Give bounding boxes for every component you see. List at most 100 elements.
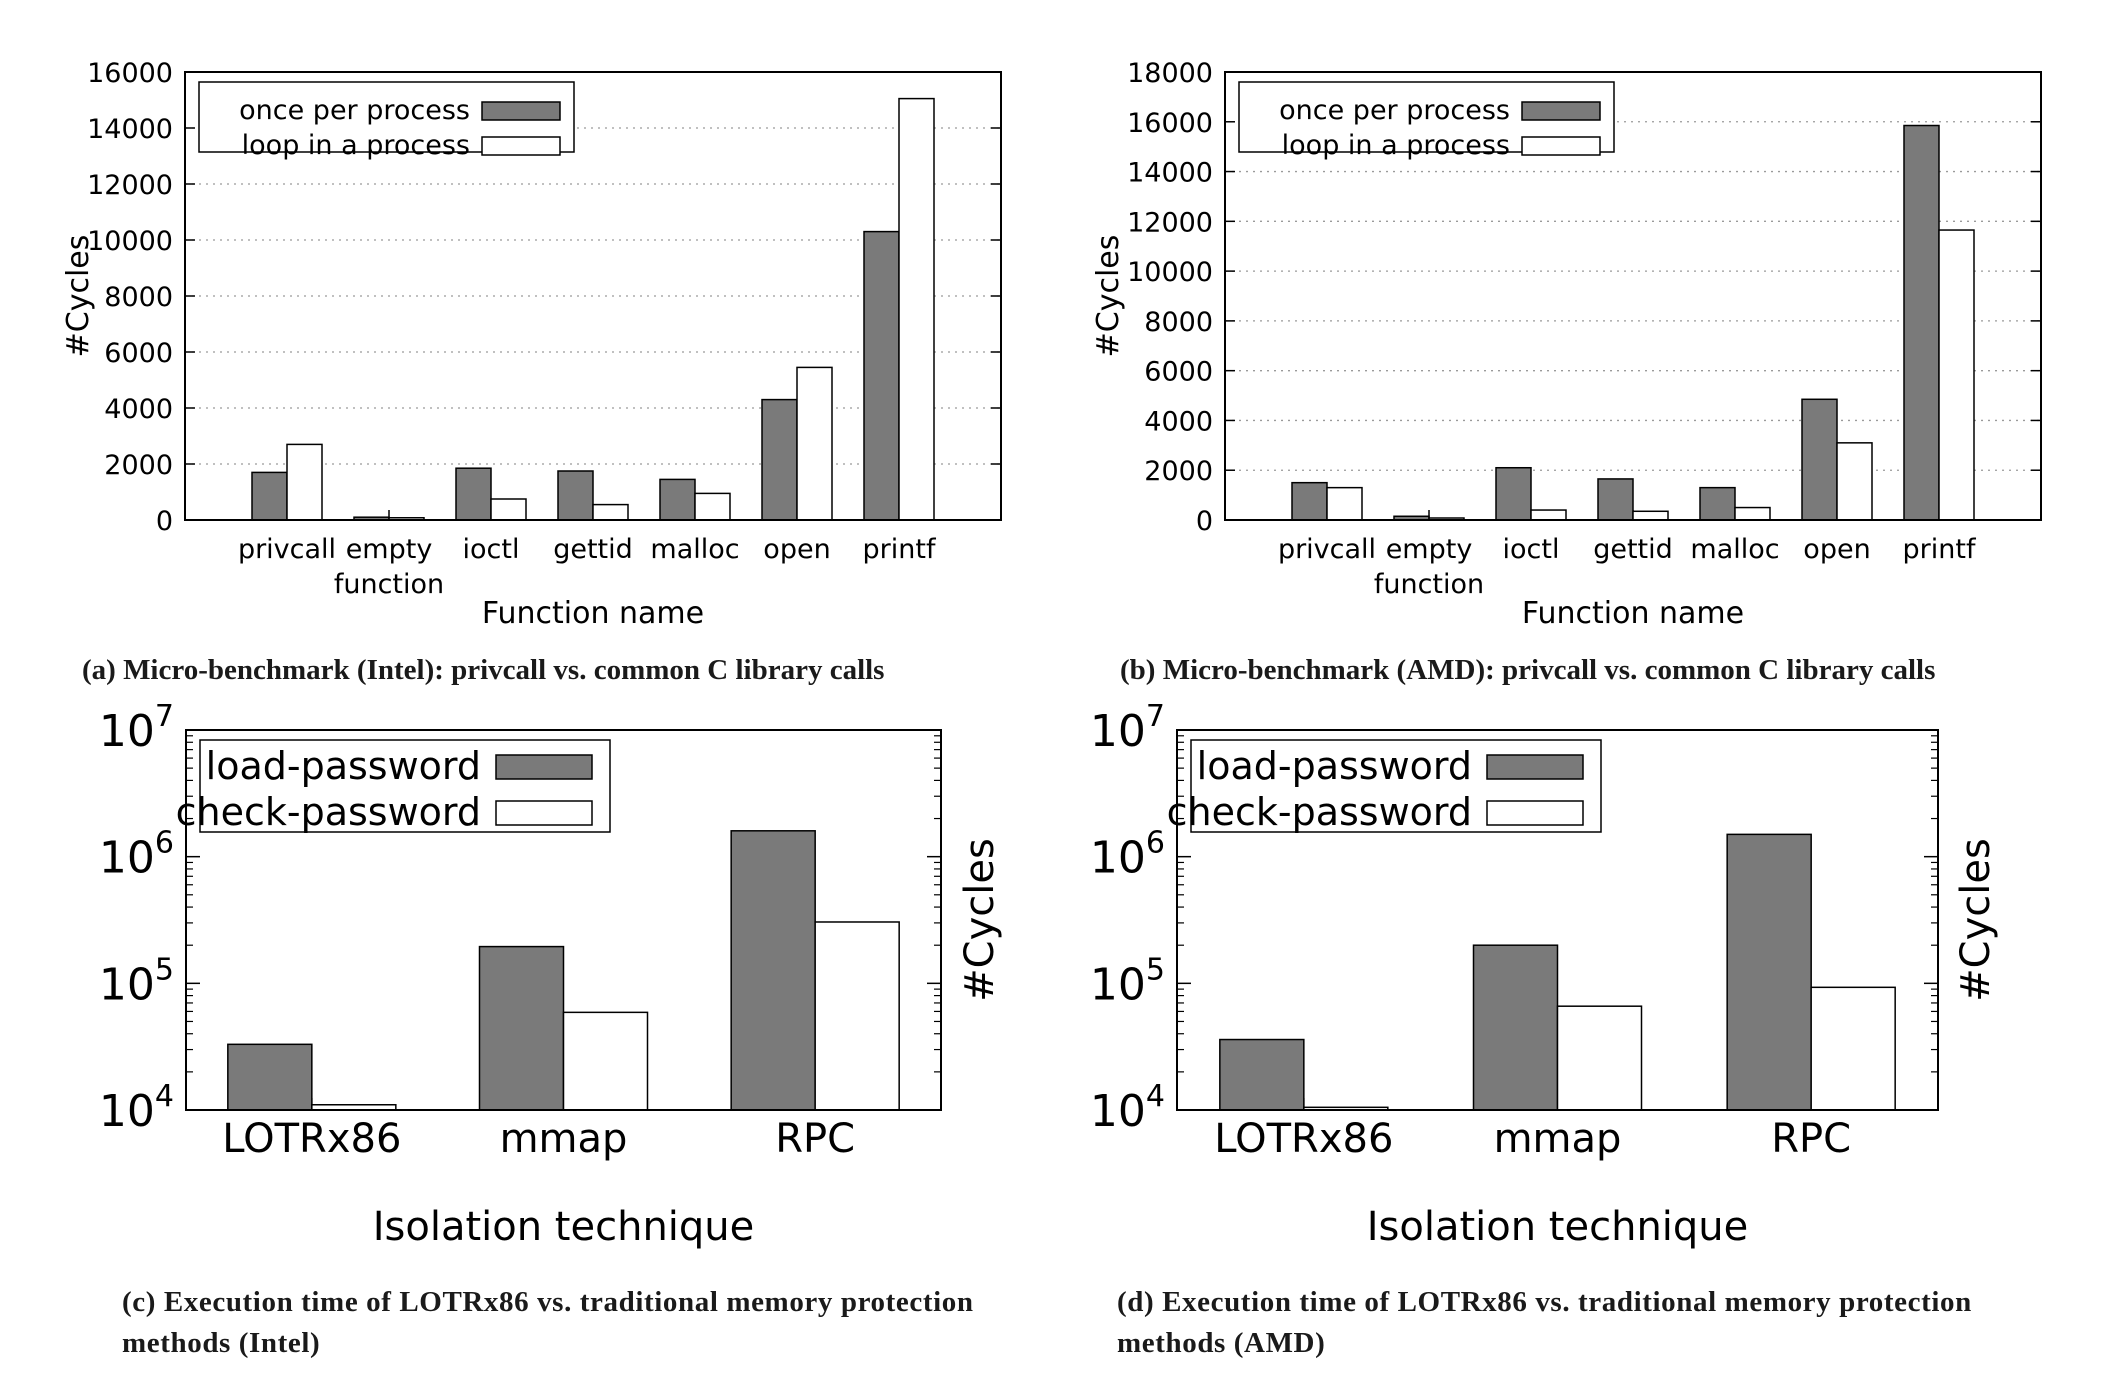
y-tick-label: 12000 — [87, 170, 173, 201]
plot-frame — [1176, 729, 1939, 1111]
bar-dark — [227, 1043, 313, 1111]
bar-light — [1938, 229, 1975, 521]
bar-light — [592, 503, 629, 521]
bar-light — [1734, 506, 1771, 521]
bar-dark — [478, 945, 565, 1111]
chart-d-amd-isolation: 104 105 106 107 LOTRx86 mmap RPC Isolation tech… — [1090, 699, 1999, 1250]
legend-label: check-password — [176, 790, 481, 834]
x-axis-label: Isolation technique — [373, 1204, 755, 1250]
caption-b: (b) Micro-benchmark (AMD): privcall vs. … — [1120, 654, 1936, 686]
x-tick-label: gettid — [553, 534, 633, 565]
y-axis-label: #Cycles — [957, 838, 1003, 1002]
bar-dark — [1291, 481, 1328, 521]
bar-dark — [1801, 398, 1838, 521]
y-tick-label: 0 — [156, 506, 173, 537]
x-axis-label: Function name — [482, 596, 704, 631]
bar-light — [286, 443, 323, 521]
bar-light — [1836, 442, 1873, 521]
bar-dark — [863, 230, 900, 521]
y-tick-label: 6000 — [1144, 357, 1213, 388]
y-tick-label: 2000 — [1144, 456, 1213, 487]
bar-dark — [730, 830, 816, 1111]
caption-d: (d) Execution time of LOTRx86 vs. tradit… — [1117, 1286, 1972, 1359]
x-tick-label: malloc — [1690, 534, 1779, 565]
bar-dark — [251, 471, 288, 521]
legend-label: load-password — [1197, 744, 1472, 788]
bar-dark — [1495, 466, 1532, 521]
x-tick-label: open — [763, 534, 830, 565]
x-tick-label: mmap — [500, 1116, 628, 1162]
chart-c-intel-isolation: 104 105 106 107 LOTRx86 mmap RPC Isolation tech… — [99, 699, 1003, 1250]
y-tick-label: 12000 — [1127, 207, 1213, 238]
x-tick-label: mmap — [1494, 1116, 1622, 1162]
y-tick-label: 8000 — [1144, 307, 1213, 338]
caption-c: (c) Execution time of LOTRx86 vs. tradit… — [122, 1286, 974, 1359]
bar-dark — [1726, 833, 1812, 1111]
x-axis-label: Isolation technique — [1367, 1204, 1749, 1250]
y-tick-label: 105 — [1090, 952, 1165, 1010]
x-tick-label: empty — [346, 534, 433, 565]
legend: once per process loop in a process — [198, 81, 575, 161]
x-tick-label: privcall — [238, 534, 336, 565]
legend-swatch-light — [1486, 800, 1584, 826]
bar-light — [694, 492, 731, 521]
bar-dark — [1903, 124, 1940, 521]
legend-swatch-light — [1521, 136, 1601, 156]
y-tick-label: 0 — [1196, 506, 1213, 537]
bar-dark — [557, 470, 594, 521]
x-tick-label: printf — [863, 534, 937, 565]
bar-light — [490, 498, 527, 521]
x-tick-label: ioctl — [463, 534, 520, 565]
y-tick-label: 16000 — [87, 58, 173, 89]
plot-frame — [1224, 71, 2042, 521]
legend-label: check-password — [1167, 790, 1472, 834]
x-tick-label: privcall — [1278, 534, 1376, 565]
x-tick-label: ioctl — [1503, 534, 1560, 565]
bar-light — [796, 366, 833, 521]
x-tick-label: RPC — [775, 1116, 855, 1162]
legend-label: loop in a process — [1282, 130, 1510, 161]
y-axis-label: #Cycles — [61, 235, 96, 358]
x-tick-label: function — [1374, 569, 1484, 600]
bar-light — [814, 921, 900, 1111]
y-tick-label: 10000 — [1127, 257, 1213, 288]
y-tick-label: 105 — [99, 952, 174, 1010]
legend-swatch-dark — [1521, 101, 1601, 121]
y-tick-label: 106 — [1090, 826, 1165, 884]
y-tick-label: 2000 — [104, 450, 173, 481]
bar-dark — [761, 398, 798, 521]
bar-dark — [1699, 486, 1736, 521]
x-tick-label: malloc — [650, 534, 739, 565]
x-tick-label: printf — [1903, 534, 1977, 565]
bar-light — [562, 1011, 649, 1111]
bar-light — [1556, 1005, 1643, 1111]
x-tick-label: empty — [1386, 534, 1473, 565]
bar-dark — [659, 478, 696, 521]
x-tick-label: LOTRx86 — [222, 1116, 401, 1162]
bar-dark — [1472, 944, 1559, 1111]
caption-a: (a) Micro-benchmark (Intel): privcall vs… — [82, 654, 885, 686]
y-tick-label: 106 — [99, 826, 174, 884]
y-tick-label: 104 — [1090, 1079, 1165, 1137]
plot-frame — [184, 71, 1002, 521]
x-tick-label: RPC — [1771, 1116, 1851, 1162]
y-tick-label: 104 — [99, 1079, 174, 1137]
chart-b-amd-microbenchmark: 0 2000 4000 6000 8000 10000 12000 14000 16000 180… — [1091, 58, 2042, 631]
y-axis-label: #Cycles — [1091, 235, 1126, 358]
bar-light — [1810, 986, 1896, 1111]
bar-dark — [1597, 478, 1634, 521]
bar-light — [1632, 510, 1669, 521]
y-tick-label: 10000 — [87, 226, 173, 257]
y-tick-label: 14000 — [1127, 158, 1213, 189]
plot-frame — [185, 729, 942, 1111]
y-tick-label: 14000 — [87, 114, 173, 145]
legend-label: once per process — [239, 95, 470, 126]
legend-swatch-dark — [495, 754, 593, 780]
legend-label: loop in a process — [242, 130, 470, 161]
legend-swatch-light — [481, 136, 561, 156]
legend: once per process loop in a process — [1238, 81, 1615, 161]
y-tick-label: 107 — [1090, 699, 1165, 757]
legend-swatch-dark — [1486, 754, 1584, 780]
